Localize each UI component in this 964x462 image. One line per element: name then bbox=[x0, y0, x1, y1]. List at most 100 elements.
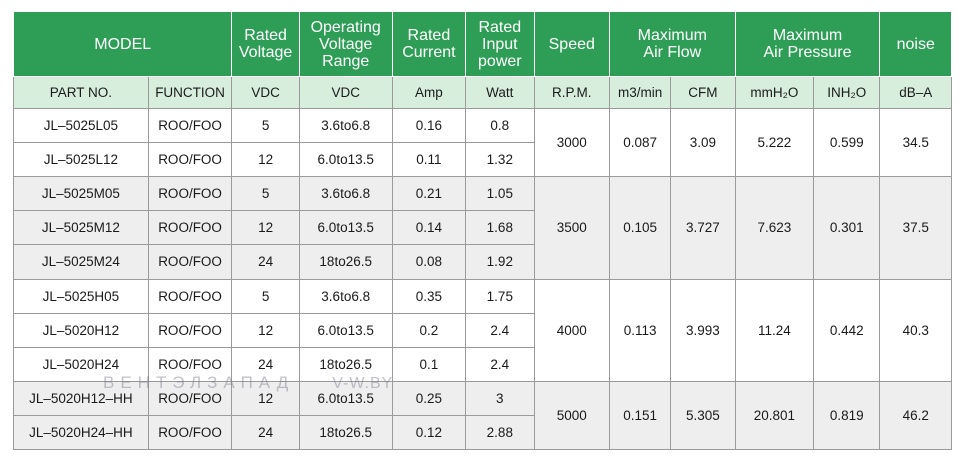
voltage-cell: 5 bbox=[231, 176, 300, 212]
part-no-cell: JL–5020H24 bbox=[13, 346, 149, 382]
noise-cell: 40.3 bbox=[879, 278, 952, 382]
range-cell: 6.0to13.5 bbox=[298, 312, 393, 348]
table-row: JL–5025H05 ROO/FOO 5 3.6to6.8 0.35 1.75 … bbox=[13, 278, 952, 382]
table-row: JL–5025M12 ROO/FOO 12 6.0to13.5 0.14 1.6… bbox=[13, 210, 952, 246]
function-cell: ROO/FOO bbox=[147, 108, 233, 144]
range-cell: 18to26.5 bbox=[298, 414, 393, 451]
noise-cell: 37.5 bbox=[879, 176, 952, 280]
function-cell: ROO/FOO bbox=[147, 176, 233, 212]
col-speed: Speed bbox=[533, 10, 611, 78]
range-cell: 3.6to6.8 bbox=[298, 176, 393, 212]
cfm-cell: 3.993 bbox=[670, 278, 736, 382]
range-cell: 18to26.5 bbox=[298, 346, 393, 382]
power-cell: 3 bbox=[465, 380, 535, 416]
cfm-cell: 3.09 bbox=[670, 108, 736, 178]
part-no-cell: JL–5020H12 bbox=[13, 312, 149, 348]
fan-spec-table: MODEL Rated Voltage Operating Voltage Ra… bbox=[12, 10, 952, 451]
power-cell: 1.92 bbox=[465, 244, 535, 280]
part-no-cell: JL–5025M24 bbox=[13, 244, 149, 280]
table-row: JL–5025L05 ROO/FOO 5 3.6to6.8 0.16 0.8 3… bbox=[13, 108, 952, 178]
col-noise: noise bbox=[879, 10, 952, 78]
table-row: JL–5025M05 ROO/FOO 5 3.6to6.8 0.21 1.05 … bbox=[13, 176, 952, 280]
power-cell: 2.4 bbox=[465, 312, 535, 348]
part-no-cell: JL–5025H05 bbox=[13, 278, 149, 314]
power-cell: 2.4 bbox=[465, 346, 535, 382]
part-no-cell: JL–5025M05 bbox=[13, 176, 149, 212]
table-row: JL–5025M24 ROO/FOO 24 18to26.5 0.08 1.92 bbox=[13, 244, 952, 280]
sub-m3min: m3/min bbox=[609, 76, 672, 110]
function-cell: ROO/FOO bbox=[147, 244, 233, 280]
rpm-cell: 3000 bbox=[533, 108, 611, 178]
inh2o-cell: 0.819 bbox=[813, 380, 881, 451]
cfm-cell: 5.305 bbox=[670, 380, 736, 451]
function-cell: ROO/FOO bbox=[147, 210, 233, 246]
current-cell: 0.08 bbox=[391, 244, 467, 280]
table-row: JL–5020H12–HH ROO/FOO 12 6.0to13.5 0.25 … bbox=[13, 380, 952, 451]
voltage-cell: 12 bbox=[231, 210, 300, 246]
inh2o-cell: 0.301 bbox=[813, 176, 881, 280]
current-cell: 0.14 bbox=[391, 210, 467, 246]
col-rated-voltage: Rated Voltage bbox=[231, 10, 300, 78]
power-cell: 1.68 bbox=[465, 210, 535, 246]
sub-vdc: VDC bbox=[231, 76, 300, 110]
col-model: MODEL bbox=[12, 10, 233, 78]
sub-cfm: CFM bbox=[670, 76, 736, 110]
current-cell: 0.35 bbox=[391, 278, 467, 314]
mmh2o-cell: 7.623 bbox=[734, 176, 815, 280]
voltage-cell: 12 bbox=[231, 142, 300, 178]
function-cell: ROO/FOO bbox=[147, 142, 233, 178]
table-row: JL–5020H12 ROO/FOO 12 6.0to13.5 0.2 2.4 bbox=[13, 312, 952, 348]
header-row: MODEL Rated Voltage Operating Voltage Ra… bbox=[12, 10, 952, 78]
range-cell: 6.0to13.5 bbox=[298, 380, 393, 416]
range-cell: 3.6to6.8 bbox=[298, 108, 393, 144]
current-cell: 0.2 bbox=[391, 312, 467, 348]
table-row: JL–5020H24–HH ROO/FOO 24 18to26.5 0.12 2… bbox=[13, 414, 952, 451]
part-no-cell: JL–5020H12–HH bbox=[13, 380, 149, 416]
voltage-cell: 12 bbox=[231, 312, 300, 348]
power-cell: 1.75 bbox=[465, 278, 535, 314]
range-cell: 3.6to6.8 bbox=[298, 278, 393, 314]
voltage-cell: 5 bbox=[231, 108, 300, 144]
sub-rpm: R.P.M. bbox=[533, 76, 611, 110]
voltage-cell: 12 bbox=[231, 380, 300, 416]
power-cell: 0.8 bbox=[465, 108, 535, 144]
m3min-cell: 0.151 bbox=[609, 380, 672, 451]
power-cell: 1.05 bbox=[465, 176, 535, 212]
m3min-cell: 0.113 bbox=[609, 278, 672, 382]
part-no-cell: JL–5025L12 bbox=[13, 142, 149, 178]
col-rated-input-power: Rated Input power bbox=[465, 10, 535, 78]
sub-vdc-range: VDC bbox=[298, 76, 393, 110]
range-cell: 18to26.5 bbox=[298, 244, 393, 280]
voltage-cell: 24 bbox=[231, 414, 300, 451]
noise-cell: 46.2 bbox=[879, 380, 952, 451]
mmh2o-cell: 20.801 bbox=[734, 380, 815, 451]
sub-dba: dB–A bbox=[879, 76, 952, 110]
voltage-cell: 24 bbox=[231, 346, 300, 382]
current-cell: 0.12 bbox=[391, 414, 467, 451]
current-cell: 0.16 bbox=[391, 108, 467, 144]
voltage-cell: 5 bbox=[231, 278, 300, 314]
mmh2o-cell: 5.222 bbox=[734, 108, 815, 178]
part-no-cell: JL–5025L05 bbox=[13, 108, 149, 144]
sub-part-no: PART NO. bbox=[13, 76, 149, 110]
power-cell: 1.32 bbox=[465, 142, 535, 178]
rpm-cell: 4000 bbox=[533, 278, 611, 382]
current-cell: 0.25 bbox=[391, 380, 467, 416]
sub-watt: Watt bbox=[465, 76, 535, 110]
table-row: JL–5025L12 ROO/FOO 12 6.0to13.5 0.11 1.3… bbox=[13, 142, 952, 178]
function-cell: ROO/FOO bbox=[147, 346, 233, 382]
inh2o-cell: 0.442 bbox=[813, 278, 881, 382]
sub-function: FUNCTION bbox=[147, 76, 233, 110]
sub-amp: Amp bbox=[391, 76, 467, 110]
table-row: JL–5020H24 ROO/FOO 24 18to26.5 0.1 2.4 bbox=[13, 346, 952, 382]
rpm-cell: 5000 bbox=[533, 380, 611, 451]
power-cell: 2.88 bbox=[465, 414, 535, 451]
unit-row: PART NO. FUNCTION VDC VDC Amp Watt R.P.M… bbox=[13, 76, 952, 110]
col-rated-current: Rated Current bbox=[391, 10, 467, 78]
function-cell: ROO/FOO bbox=[147, 380, 233, 416]
col-max-air-pressure: Maximum Air Pressure bbox=[734, 10, 881, 78]
mmh2o-cell: 11.24 bbox=[734, 278, 815, 382]
voltage-cell: 24 bbox=[231, 244, 300, 280]
m3min-cell: 0.087 bbox=[609, 108, 672, 178]
sub-mmh2o: mmH₂O bbox=[734, 76, 815, 110]
